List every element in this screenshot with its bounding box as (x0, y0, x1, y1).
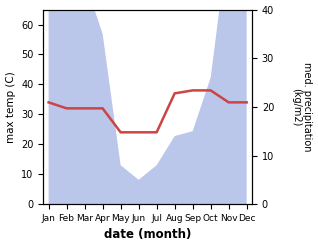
Y-axis label: med. precipitation
(kg/m2): med. precipitation (kg/m2) (291, 62, 313, 152)
X-axis label: date (month): date (month) (104, 228, 191, 242)
Y-axis label: max temp (C): max temp (C) (5, 71, 16, 143)
